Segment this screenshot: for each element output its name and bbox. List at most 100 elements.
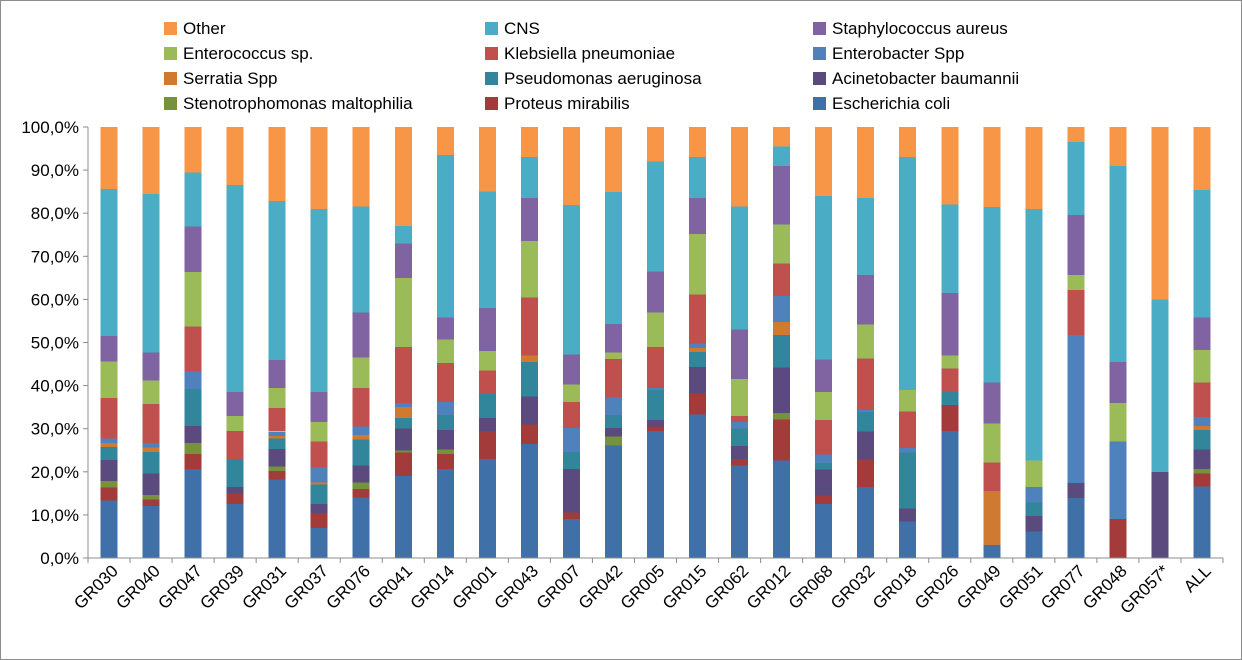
bar-segment-pseudomonas-aeruginosa bbox=[1193, 430, 1211, 450]
legend-swatch bbox=[164, 97, 177, 110]
y-tick-label: 10,0% bbox=[31, 506, 79, 525]
legend-item-serratia-spp: Serratia Spp bbox=[164, 69, 278, 88]
bar-segment-cns bbox=[310, 208, 328, 393]
bar-segment-escherichia-coli bbox=[857, 487, 875, 558]
legend-swatch bbox=[485, 72, 498, 85]
bar-segment-other bbox=[100, 127, 118, 189]
bar-segment-other bbox=[731, 127, 749, 207]
bar-segment-escherichia-coli bbox=[184, 469, 202, 558]
bar-segment-klebsiella-pneumoniae bbox=[184, 326, 202, 372]
bar-segment-other bbox=[1109, 127, 1127, 166]
bar-segment-staphylococcus-aureus bbox=[941, 292, 959, 356]
bar-segment-escherichia-coli bbox=[815, 504, 833, 559]
bar-segment-cns bbox=[1067, 142, 1085, 215]
bar-segment-acinetobacter-baumannii bbox=[562, 469, 580, 513]
bar-segment-enterococcus-sp bbox=[1025, 460, 1043, 487]
bar-segment-proteus-mirabilis bbox=[142, 499, 160, 507]
bar-segment-enterobacter-spp bbox=[1109, 441, 1127, 520]
bar-segment-klebsiella-pneumoniae bbox=[436, 363, 454, 403]
bar-segment-cns bbox=[899, 157, 917, 390]
bar-segment-pseudomonas-aeruginosa bbox=[394, 417, 412, 429]
bar-segment-serratia-spp bbox=[983, 490, 1001, 546]
bar-segment-klebsiella-pneumoniae bbox=[1193, 382, 1211, 418]
bar-segment-serratia-spp bbox=[394, 407, 412, 418]
bar-segment-escherichia-coli bbox=[478, 458, 496, 558]
bar-segment-cns bbox=[983, 207, 1001, 383]
bar-segment-klebsiella-pneumoniae bbox=[1067, 289, 1085, 335]
bar-segment-pseudomonas-aeruginosa bbox=[689, 352, 707, 368]
bar-segment-staphylococcus-aureus bbox=[604, 324, 622, 353]
bar-segment-pseudomonas-aeruginosa bbox=[857, 412, 875, 432]
y-tick-label: 90,0% bbox=[31, 161, 79, 180]
bar-segment-serratia-spp bbox=[689, 347, 707, 353]
bar-segment-enterobacter-spp bbox=[689, 343, 707, 348]
bar-segment-enterococcus-sp bbox=[184, 272, 202, 327]
bar-segment-other bbox=[983, 127, 1001, 208]
x-tick-label: GR001 bbox=[449, 561, 501, 613]
bar-segment-enterobacter-spp bbox=[310, 467, 328, 483]
legend-item-proteus-mirabilis: Proteus mirabilis bbox=[485, 94, 630, 113]
bar-segment-escherichia-coli bbox=[226, 504, 244, 559]
bar-segment-staphylococcus-aureus bbox=[773, 165, 791, 225]
y-tick-label: 50,0% bbox=[31, 334, 79, 353]
bar-group-gr049 bbox=[983, 127, 1001, 558]
bar-segment-escherichia-coli bbox=[731, 465, 749, 558]
bar-segment-staphylococcus-aureus bbox=[647, 271, 664, 313]
bar-segment-other bbox=[1067, 127, 1085, 143]
bar-segment-serratia-spp bbox=[773, 321, 791, 335]
bar-segment-enterobacter-spp bbox=[184, 371, 202, 390]
legend-item-escherichia-coli: Escherichia coli bbox=[813, 94, 950, 113]
bar-segment-enterococcus-sp bbox=[478, 351, 496, 371]
bar-segment-other bbox=[310, 127, 328, 209]
bar-segment-proteus-mirabilis bbox=[731, 458, 749, 466]
bar-segment-proteus-mirabilis bbox=[773, 419, 791, 461]
bar-group-gr051 bbox=[1025, 127, 1043, 558]
bar-group-gr047 bbox=[184, 127, 202, 558]
bar-segment-klebsiella-pneumoniae bbox=[520, 297, 538, 356]
y-tick-label: 20,0% bbox=[31, 463, 79, 482]
bar-group-gr077 bbox=[1067, 127, 1085, 558]
bar-segment-cns bbox=[520, 157, 538, 199]
bar-segment-pseudomonas-aeruginosa bbox=[310, 484, 328, 505]
bar-segment-enterobacter-spp bbox=[1067, 335, 1085, 483]
bar-segment-acinetobacter-baumannii bbox=[815, 469, 833, 496]
bar-segment-klebsiella-pneumoniae bbox=[983, 462, 1001, 491]
bar-segment-acinetobacter-baumannii bbox=[857, 431, 875, 460]
bar-segment-cns bbox=[562, 204, 580, 355]
bar-segment-acinetobacter-baumannii bbox=[773, 367, 791, 413]
bar-segment-pseudomonas-aeruginosa bbox=[647, 389, 664, 421]
bar-segment-escherichia-coli bbox=[1193, 486, 1211, 558]
bar-segment-acinetobacter-baumannii bbox=[100, 459, 118, 482]
bar-segment-proteus-mirabilis bbox=[184, 454, 202, 470]
x-tick-label: GR042 bbox=[575, 561, 627, 613]
bar-segment-enterobacter-spp bbox=[100, 438, 118, 443]
bar-segment-klebsiella-pneumoniae bbox=[100, 397, 118, 439]
bar-segment-pseudomonas-aeruginosa bbox=[773, 334, 791, 368]
bar-segment-stenotrophomonas-maltophilia bbox=[394, 450, 412, 453]
bar-segment-staphylococcus-aureus bbox=[1109, 361, 1127, 403]
bar-segment-escherichia-coli bbox=[689, 414, 707, 558]
bar-segment-proteus-mirabilis bbox=[352, 489, 370, 498]
bar-segment-enterococcus-sp bbox=[1193, 350, 1211, 383]
bar-segment-klebsiella-pneumoniae bbox=[857, 358, 875, 411]
bar-group-gr043 bbox=[520, 127, 538, 558]
bar-segment-escherichia-coli bbox=[604, 445, 622, 558]
bar-segment-stenotrophomonas-maltophilia bbox=[184, 443, 202, 455]
legend-item-enterobacter-spp: Enterobacter Spp bbox=[813, 44, 964, 63]
y-tick-label: 70,0% bbox=[31, 247, 79, 266]
bar-segment-other bbox=[268, 127, 286, 202]
bar-segment-staphylococcus-aureus bbox=[689, 197, 707, 235]
bar-segment-serratia-spp bbox=[352, 435, 370, 440]
bar-segment-enterobacter-spp bbox=[1193, 417, 1211, 426]
x-tick-label: GR005 bbox=[617, 561, 669, 613]
bar-segment-acinetobacter-baumannii bbox=[310, 504, 328, 513]
bar-segment-staphylococcus-aureus bbox=[983, 382, 1001, 424]
bar-segment-staphylococcus-aureus bbox=[142, 352, 160, 381]
bar-group-all bbox=[1193, 127, 1211, 558]
bar-segment-proteus-mirabilis bbox=[478, 430, 496, 459]
bar-segment-other bbox=[1151, 127, 1169, 300]
legend-item-enterococcus-sp: Enterococcus sp. bbox=[164, 44, 313, 63]
bar-segment-acinetobacter-baumannii bbox=[226, 486, 244, 494]
bar-segment-stenotrophomonas-maltophilia bbox=[604, 436, 622, 446]
bar-segment-pseudomonas-aeruginosa bbox=[352, 439, 370, 466]
